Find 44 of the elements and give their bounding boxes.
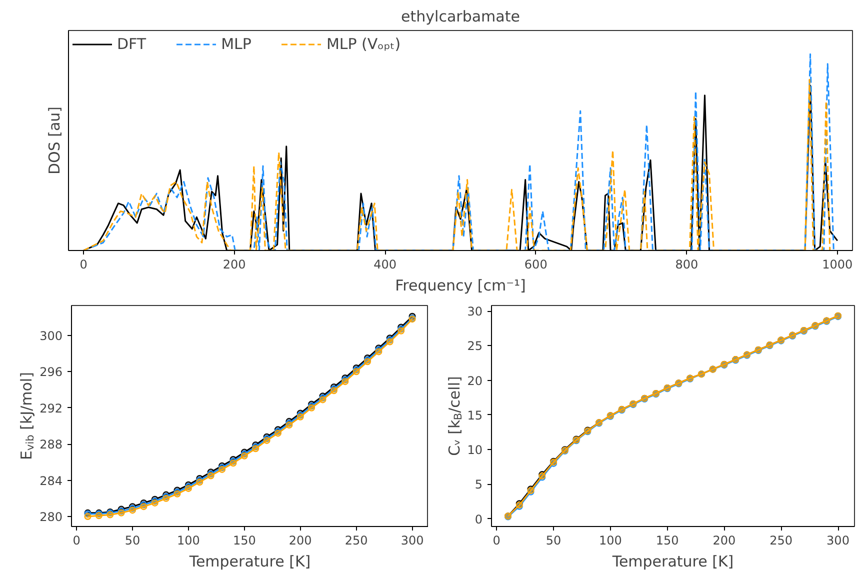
x-axis-title: Frequency [cm⁻¹] [395, 276, 526, 294]
y-tick-label: 284 [40, 474, 62, 488]
x-tick-label: 0 [492, 534, 500, 548]
y-tick-label: 292 [40, 401, 62, 416]
x-tick-label: 150 [232, 534, 256, 548]
x-tick-label: 250 [770, 534, 793, 548]
x-tick-label: 100 [598, 534, 622, 548]
y-tick-label: 0 [474, 512, 483, 526]
y-tick-label: 280 [40, 510, 62, 524]
x-tick-label: 250 [344, 534, 368, 548]
x-tick-label: 600 [524, 258, 548, 272]
y-tick-label: 288 [40, 438, 62, 452]
x-tick-label: 100 [176, 534, 200, 548]
x-tick-label: 200 [222, 258, 246, 272]
y-axis-title: Cᵥ [kB/cell] [445, 376, 464, 456]
x-axis-title: Temperature [K] [611, 552, 734, 570]
x-tick-label: 200 [288, 534, 312, 548]
y-tick-label: 296 [40, 365, 62, 380]
y-axis-title: Evib [kJ/mol] [17, 372, 36, 460]
x-tick-label: 400 [374, 258, 397, 272]
y-tick-label: 25 [467, 339, 483, 354]
y-tick-label: 30 [467, 304, 483, 319]
legend-label: MLP [221, 35, 252, 53]
x-tick-label: 300 [826, 534, 850, 548]
y-tick-label: 300 [40, 328, 62, 343]
chart-title: ethylcarbamate [401, 8, 520, 26]
x-tick-label: 50 [124, 534, 140, 548]
x-tick-label: 0 [80, 258, 88, 272]
legend-label: DFT [117, 35, 146, 53]
point [84, 513, 92, 520]
x-tick-label: 150 [656, 534, 679, 548]
x-tick-label: 200 [712, 534, 736, 548]
x-tick-label: 1000 [822, 258, 853, 272]
y-tick-label: 5 [474, 478, 483, 492]
y-tick-label: 20 [467, 374, 483, 388]
x-axis-title: Temperature [K] [188, 552, 311, 570]
x-tick-label: 300 [400, 534, 424, 548]
y-tick-label: 15 [467, 408, 483, 422]
x-tick-label: 800 [675, 258, 698, 272]
y-axis-title: DOS [au] [46, 106, 64, 175]
x-tick-label: 0 [72, 534, 80, 548]
y-tick-label: 10 [467, 443, 483, 458]
x-tick-label: 50 [546, 534, 562, 548]
legend-label: MLP (Vₒₚₜ) [326, 35, 401, 53]
